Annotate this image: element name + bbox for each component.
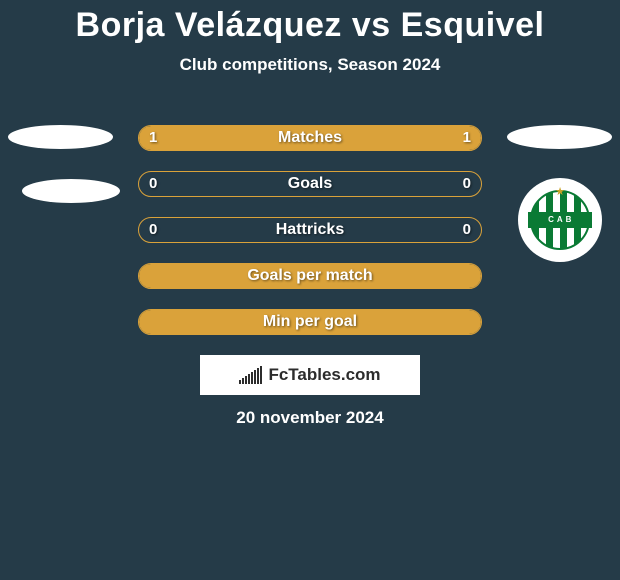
snapshot-date: 20 november 2024 [0, 408, 620, 428]
player1-badge-bottom [22, 179, 120, 203]
brand-bars-icon [239, 366, 262, 384]
brand-bar [248, 374, 250, 384]
player2-badge-top [507, 125, 612, 149]
stat-label: Hattricks [139, 218, 481, 242]
brand-bar [251, 372, 253, 384]
subtitle: Club competitions, Season 2024 [0, 55, 620, 75]
brand-bar [260, 366, 262, 384]
brand-bar [254, 370, 256, 384]
stat-row: Min per goal [138, 309, 482, 335]
player2-club-badge: ★ C A B [518, 178, 602, 262]
stat-row: 00Hattricks [138, 217, 482, 243]
stat-row: 11Matches [138, 125, 482, 151]
stat-label: Goals [139, 172, 481, 196]
player1-badge-top [8, 125, 113, 149]
page-title: Borja Velázquez vs Esquivel [0, 0, 620, 45]
brand-text: FcTables.com [268, 365, 380, 385]
stat-row: Goals per match [138, 263, 482, 289]
stat-label: Matches [139, 126, 481, 150]
club-star-icon: ★ [530, 185, 590, 198]
brand-bar [239, 380, 241, 384]
brand-logo: FcTables.com [200, 355, 420, 395]
club-initials: C A B [528, 212, 592, 228]
brand-bar [245, 376, 247, 384]
brand-bar [242, 378, 244, 384]
brand-bar [257, 368, 259, 384]
stat-label: Goals per match [139, 264, 481, 288]
comparison-card: Borja Velázquez vs Esquivel Club competi… [0, 0, 620, 580]
stat-label: Min per goal [139, 310, 481, 334]
stat-row: 00Goals [138, 171, 482, 197]
stats-container: 11Matches 00Goals 00Hattricks Goals per mat… [138, 125, 482, 355]
